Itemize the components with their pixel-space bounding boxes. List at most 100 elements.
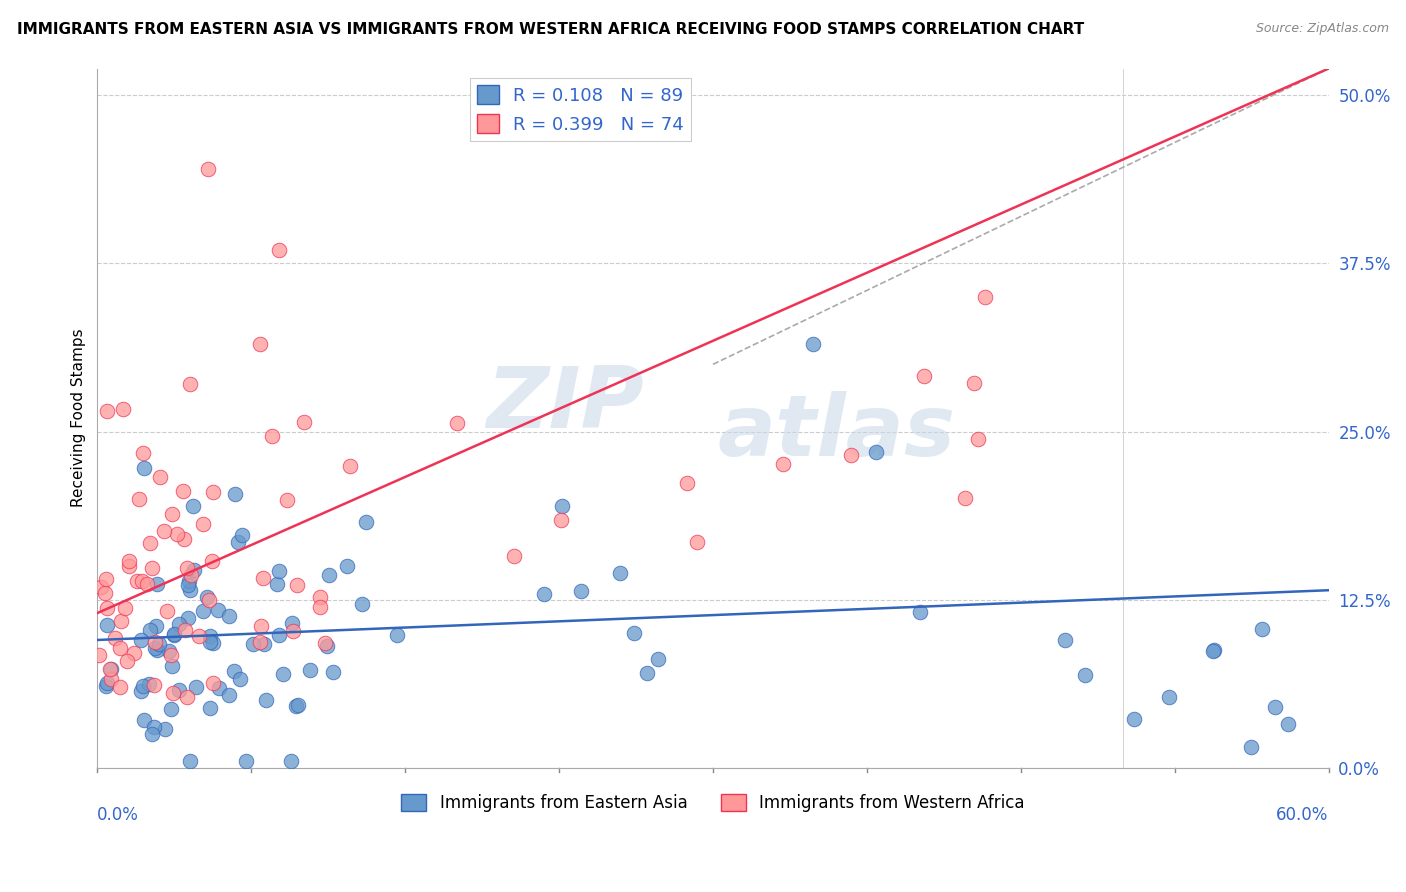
Point [142,678,165,692]
Point [110,614,132,628]
Point [250,619,273,633]
Point [686,534,709,549]
Point [146,642,169,657]
Point [176,690,198,704]
Point [160,648,183,663]
Point [314,636,336,650]
Point [191,516,214,531]
Point [533,587,555,601]
Point [569,583,592,598]
Point [839,448,862,462]
Point [96,617,118,632]
Point [141,727,163,741]
Point [132,680,155,694]
Y-axis label: Receiving Food Stamps: Receiving Food Stamps [72,329,86,508]
Point [87,648,110,663]
Point [118,554,141,568]
Text: IMMIGRANTS FROM EASTERN ASIA VS IMMIGRANTS FROM WESTERN AFRICA RECEIVING FOOD ST: IMMIGRANTS FROM EASTERN ASIA VS IMMIGRAN… [17,22,1084,37]
Point [179,754,201,768]
Point [636,665,658,680]
Point [276,493,298,508]
Point [1074,667,1097,681]
Point [142,721,165,735]
Point [129,632,152,647]
Text: 60.0%: 60.0% [1277,806,1329,824]
Point [167,683,190,698]
Point [912,368,935,383]
Point [1264,699,1286,714]
Point [266,577,288,591]
Point [284,699,307,714]
Point [675,476,697,491]
Point [446,416,468,430]
Point [249,337,271,351]
Point [167,617,190,632]
Point [128,492,150,507]
Point [207,603,229,617]
Point [385,628,408,642]
Point [195,591,218,605]
Point [174,624,197,638]
Point [104,631,127,645]
Point [550,513,572,527]
Point [322,665,344,679]
Point [200,701,222,715]
Point [309,600,332,615]
Point [135,577,157,591]
Point [231,528,253,542]
Point [198,593,221,607]
Point [197,162,219,177]
Point [117,654,139,668]
Point [1240,740,1263,755]
Point [141,561,163,575]
Point [865,445,887,459]
Point [179,377,201,392]
Point [318,567,340,582]
Point [299,663,322,677]
Point [149,469,172,483]
Point [160,658,183,673]
Point [96,404,118,418]
Point [339,459,361,474]
Point [1054,633,1077,648]
Point [177,578,200,592]
Point [148,636,170,650]
Point [222,664,245,678]
Point [143,641,166,656]
Point [157,644,180,658]
Point [143,634,166,648]
Point [114,601,136,615]
Point [1250,623,1272,637]
Point [801,337,824,351]
Point [145,619,167,633]
Point [179,582,201,597]
Point [1202,643,1225,657]
Point [173,532,195,546]
Point [191,604,214,618]
Point [131,574,153,588]
Point [953,491,976,505]
Point [201,675,224,690]
Text: ZIP: ZIP [486,363,644,446]
Point [96,676,118,690]
Point [96,601,118,615]
Point [249,635,271,649]
Point [186,680,208,694]
Point [280,754,302,768]
Point [967,432,990,446]
Point [201,636,224,650]
Point [108,680,131,694]
Point [163,627,186,641]
Text: Source: ZipAtlas.com: Source: ZipAtlas.com [1256,22,1389,36]
Point [908,605,931,619]
Point [94,585,117,599]
Point [228,535,250,549]
Point [254,692,277,706]
Point [1202,644,1225,658]
Point [336,559,359,574]
Point [229,672,252,686]
Point [129,683,152,698]
Point [188,629,211,643]
Point [252,571,274,585]
Point [352,597,374,611]
